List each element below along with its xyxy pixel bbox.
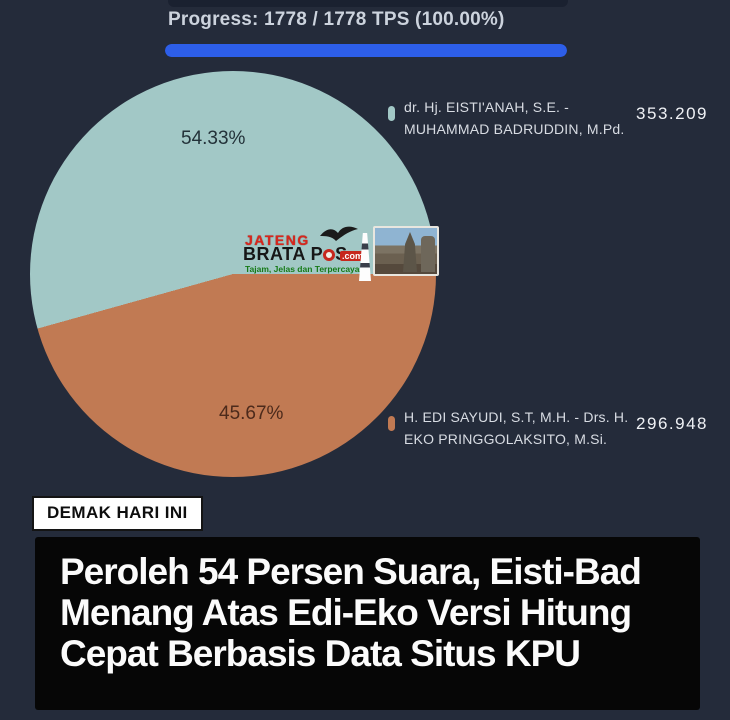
legend-name: dr. Hj. EISTI'ANAH, S.E. - MUHAMMAD BADR…	[404, 96, 636, 140]
legend-name-line1: H. EDI SAYUDI, S.T, M.H. - Drs. H.	[404, 409, 629, 425]
legend-vote-count: 353.209	[636, 104, 708, 123]
legend-marker	[388, 416, 395, 431]
legend-name: H. EDI SAYUDI, S.T, M.H. - Drs. H. EKO P…	[404, 406, 636, 450]
legend-item-eisti-badruddin[interactable]: dr. Hj. EISTI'ANAH, S.E. - MUHAMMAD BADR…	[388, 96, 708, 140]
watermark-o-circle	[323, 249, 336, 261]
bird-icon	[320, 226, 358, 241]
progress-bar-fill	[165, 44, 567, 57]
headline-banner: Peroleh 54 Persen Suara, Eisti-Bad Menan…	[35, 537, 700, 710]
legend-name-line1: dr. Hj. EISTI'ANAH, S.E. -	[404, 99, 570, 115]
watermark-tagline: Tajam, Jelas dan Terpercaya	[245, 264, 360, 274]
legend-vote-count: 296.948	[636, 414, 708, 433]
top-strip	[168, 0, 568, 7]
watermark-dotcom: .com	[340, 251, 366, 261]
watermark-logo: JATENG BRATA PS .com Tajam, Jelas dan Te…	[243, 224, 439, 286]
legend-name-line2: MUHAMMAD BADRUDDIN, M.Pd.	[404, 121, 625, 137]
lighthouse-icon	[359, 233, 371, 281]
pie-slice-label-1: 54.33%	[181, 128, 246, 149]
watermark-brata-p: BRATA P	[243, 244, 324, 264]
legend-marker	[388, 106, 395, 121]
demak-hari-ini-badge: DEMAK HARI INI	[32, 496, 203, 531]
headline-line-2: Menang Atas Edi-Eko Versi Hitung	[60, 592, 632, 633]
watermark-bratapos: BRATA PS	[243, 244, 348, 265]
headline-line-3: Cepat Berbasis Data Situs KPU	[60, 633, 581, 674]
headline-line-1: Peroleh 54 Persen Suara, Eisti-Bad	[60, 551, 642, 592]
legend-item-edi-eko[interactable]: H. EDI SAYUDI, S.T, M.H. - Drs. H. EKO P…	[388, 406, 708, 450]
progress-label: Progress: 1778 / 1778 TPS (100.00%)	[168, 9, 505, 30]
watermark-jateng: JATENG	[245, 232, 310, 248]
pie-slice-label-2: 45.67%	[219, 403, 284, 424]
progress-bar	[165, 44, 567, 57]
legend-name-line2: EKO PRINGGOLAKSITO, M.Si.	[404, 431, 608, 447]
temple-photo-collage	[373, 226, 439, 276]
